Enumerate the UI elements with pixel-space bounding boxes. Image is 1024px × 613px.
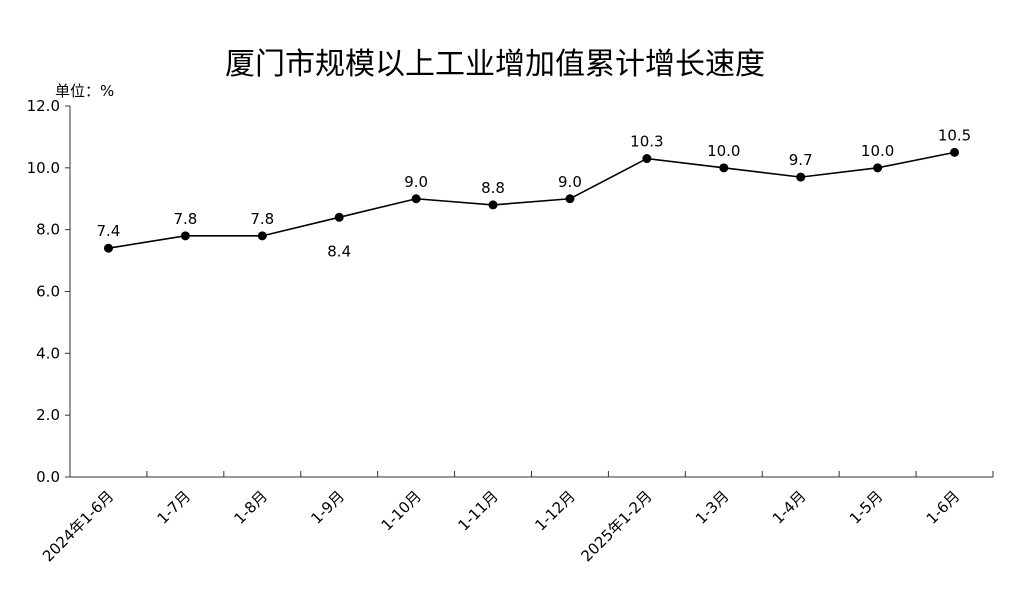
x-tick-label: 1-11月 [454,487,501,534]
data-label: 8.8 [481,179,505,197]
y-tick-label: 0.0 [36,468,60,486]
unit-label: 单位：% [55,82,114,100]
data-point [103,243,113,253]
data-point [411,194,421,204]
data-point [257,231,267,241]
data-point [642,154,652,164]
x-tick-label: 1-6月 [923,487,964,528]
data-label: 9.7 [789,151,813,169]
x-tick-label: 2025年1-2月 [577,487,655,565]
data-label: 10.3 [630,133,663,151]
y-axis: 0.0 2.0 4.0 6.0 8.0 10.0 12.0 [27,97,71,486]
x-axis: 2024年1-6月 1-7月 1-8月 1-9月 1-10月 1-11月 1-12月2025… [39,471,994,565]
data-point [334,212,344,222]
data-label: 9.0 [558,173,582,191]
x-tick-label: 1-8月 [230,487,271,528]
data-label: 9.0 [404,173,428,191]
y-tick-label: 10.0 [27,159,60,177]
y-tick-label: 8.0 [36,221,60,239]
data-point [565,194,575,204]
data-label: 7.8 [250,210,274,228]
x-tick-label: 1-5月 [846,487,887,528]
data-point [488,200,498,210]
series-line [108,151,955,250]
x-tick-label: 1-3月 [692,487,733,528]
y-tick-label: 4.0 [36,344,60,362]
data-point [873,163,883,173]
data-point [950,147,960,157]
y-tick-label: 2.0 [36,406,60,424]
data-label: 8.4 [327,242,351,260]
y-tick-label: 12.0 [27,97,60,115]
data-label: 7.4 [97,222,121,240]
data-point [719,163,729,173]
series-layer: 7.4 7.8 7.8 8.4 9.0 8.8 9.0 10.3 10.0 9.7 10.0 10.5 [97,126,972,260]
x-tick-label: 1-12月 [531,487,578,534]
data-label: 7.8 [173,210,197,228]
data-label: 10.5 [938,126,971,144]
data-label: 10.0 [707,142,740,160]
x-tick-label: 1-7月 [154,487,195,528]
x-tick-label: 1-9月 [307,487,348,528]
y-tick-label: 6.0 [36,283,60,301]
x-tick-label: 1-10月 [378,487,425,534]
x-tick-label: 1-4月 [769,487,810,528]
chart-title: 厦门市规模以上工业增加值累计增长速度 [225,47,765,82]
x-tick-label: 2024年1-6月 [39,487,117,565]
data-point [180,231,190,241]
data-label: 10.0 [861,142,894,160]
data-point [796,172,806,182]
